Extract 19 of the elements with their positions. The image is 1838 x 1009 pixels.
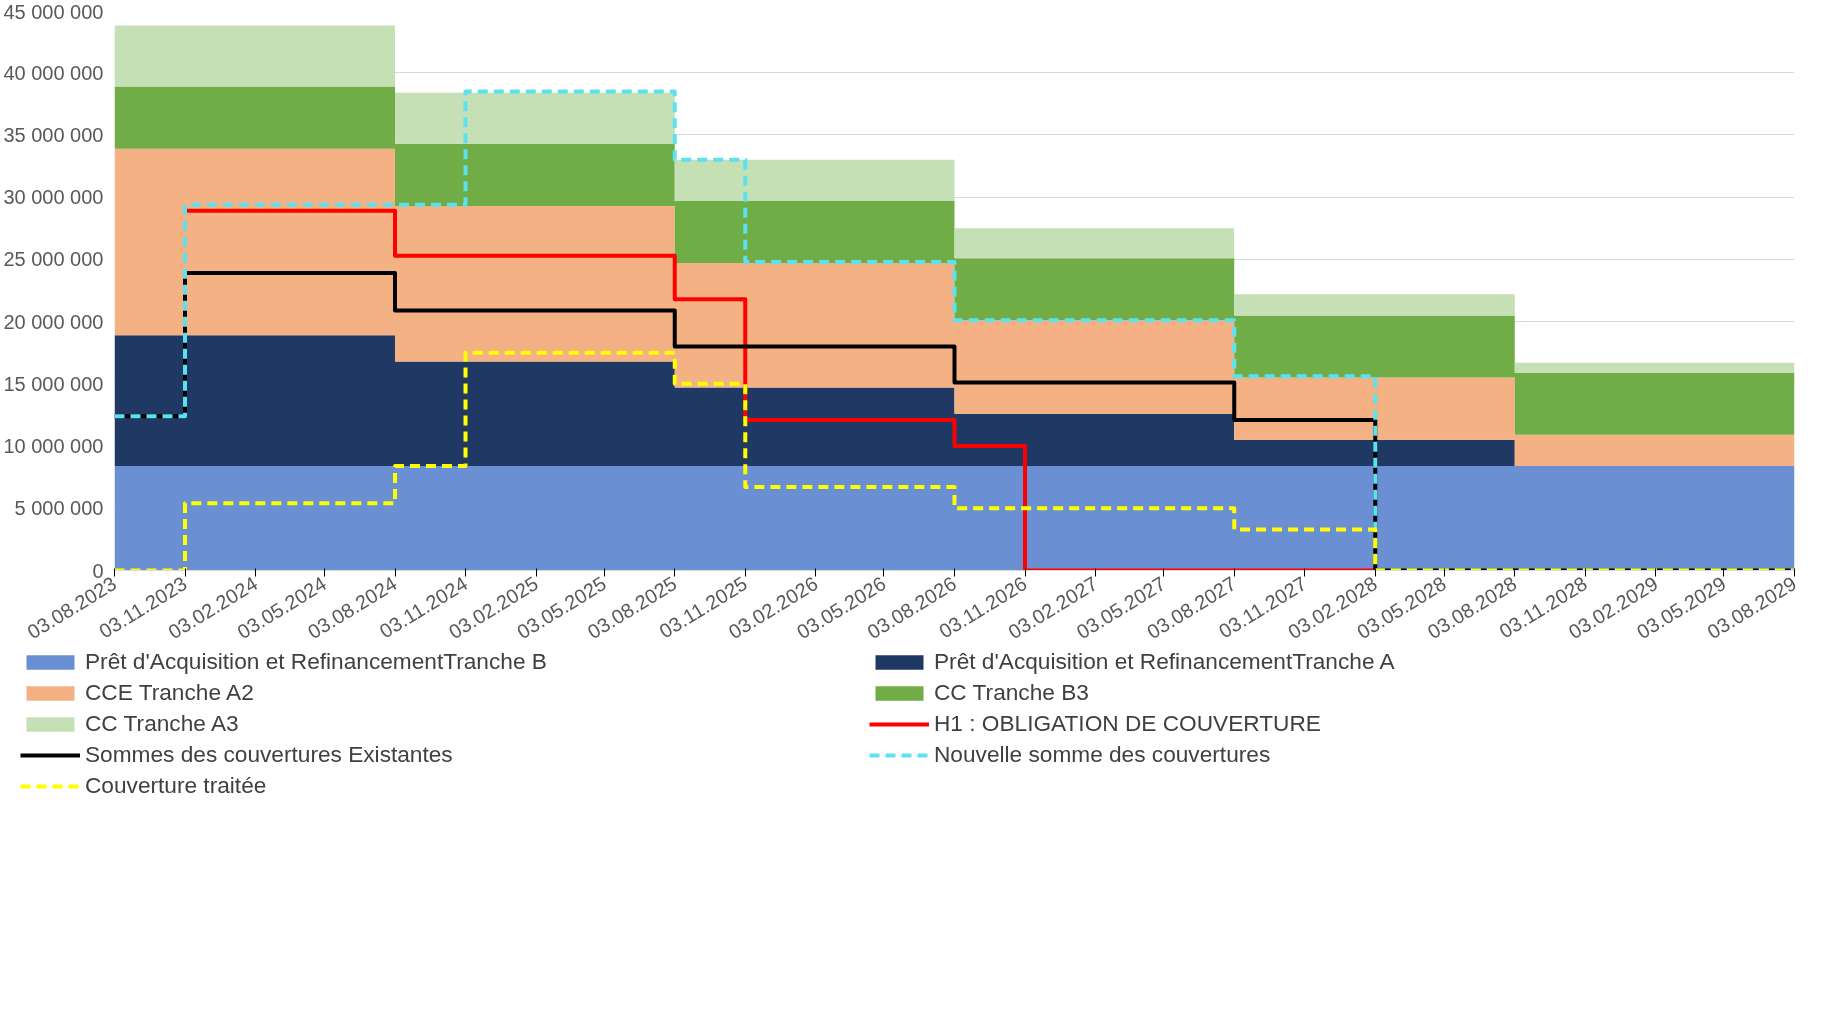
y-tick-label: 45 000 000 xyxy=(3,0,104,23)
y-tick-label: 20 000 000 xyxy=(3,310,104,333)
y-tick-label: 40 000 000 xyxy=(3,61,104,84)
y-tick-label: 25 000 000 xyxy=(3,248,104,271)
legend-label: CCE Tranche A2 xyxy=(85,679,255,706)
legend-label: Sommes des couvertures Existantes xyxy=(85,741,454,768)
legend-label: Couverture traitée xyxy=(85,772,268,799)
y-tick-label: 35 000 000 xyxy=(3,123,104,146)
legend-label: Prêt d'Acquisition et RefinancementTranche A xyxy=(934,648,1396,675)
y-tick-label: 0 xyxy=(92,559,104,582)
legend-label: CC Tranche A3 xyxy=(85,710,240,737)
legend-label: CC Tranche B3 xyxy=(934,679,1090,706)
y-tick-label: 15 000 000 xyxy=(3,372,104,395)
y-tick-label: 30 000 000 xyxy=(3,186,104,209)
y-tick-label: 5 000 000 xyxy=(14,497,104,520)
legend-label: Prêt d'Acquisition et RefinancementTranche B xyxy=(85,648,548,675)
y-tick-label: 10 000 000 xyxy=(3,435,104,458)
legend-label: Nouvelle somme des couvertures xyxy=(934,741,1272,768)
legend-label: H1 : OBLIGATION DE COUVERTURE xyxy=(934,710,1322,737)
